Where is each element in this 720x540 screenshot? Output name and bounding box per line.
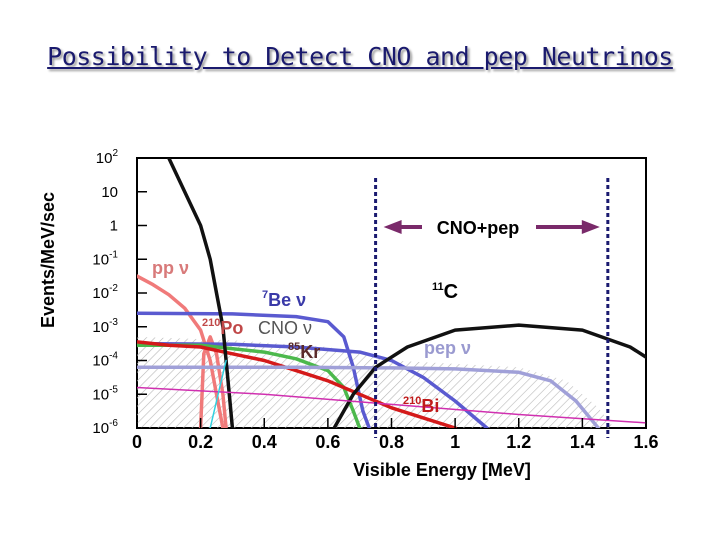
label-bi210: 210Bi xyxy=(403,395,439,416)
y-tick-label: 10-6 xyxy=(92,418,118,437)
y-tick-label: 10-1 xyxy=(92,249,118,268)
label-po210: 210Po xyxy=(202,317,243,338)
series-layer xyxy=(137,158,646,428)
y-tick-label: 10-2 xyxy=(92,283,118,302)
label-pp: pp ν xyxy=(152,258,189,278)
series-line-7 xyxy=(332,323,646,428)
x-tick-label: 0.4 xyxy=(252,432,277,452)
y-axis-label: Events/MeV/sec xyxy=(38,192,58,328)
x-tick-label: 1.4 xyxy=(570,432,595,452)
label-be7: 7Be ν xyxy=(262,289,306,310)
series-line-4 xyxy=(137,343,362,428)
label-kr85: 85Kr xyxy=(288,341,320,362)
y-tick-label: 10-3 xyxy=(92,317,118,336)
slide-title: Possibility to Detect CNO and pep Neutri… xyxy=(47,42,673,71)
series-line-0 xyxy=(137,274,225,428)
label-cno: CNO ν xyxy=(258,318,312,338)
y-tick-label: 10-4 xyxy=(92,351,118,370)
curve-labels: pp ν 7Be ν 210Po CNO ν 85Kr 11C pep ν 21… xyxy=(152,258,471,416)
x-tick-label: 1.6 xyxy=(633,432,658,452)
series-line-8 xyxy=(167,158,235,428)
window-arrowhead-left xyxy=(383,220,402,234)
window-arrowhead-right xyxy=(581,220,600,234)
series-line-9 xyxy=(137,386,646,424)
y-axis-ticks: 102 10 1 10-1 10-2 10-3 10-4 10-5 10-6 xyxy=(92,148,147,437)
x-axis-ticks: 0 0.2 0.4 0.6 0.8 1 1.2 1.4 1.6 xyxy=(132,418,659,452)
y-tick-label: 10 xyxy=(101,184,118,201)
series-line-1 xyxy=(137,311,371,428)
x-tick-label: 0.8 xyxy=(379,432,404,452)
window-label: CNO+pep xyxy=(437,218,520,238)
label-pep: pep ν xyxy=(424,338,471,358)
series-line-6 xyxy=(137,365,601,428)
plot-area xyxy=(136,157,647,429)
y-tick-label: 10-5 xyxy=(92,384,118,403)
label-c11: 11C xyxy=(432,281,458,303)
x-axis-label: Visible Energy [MeV] xyxy=(353,460,531,480)
series-line-10 xyxy=(209,359,227,428)
x-tick-label: 0.2 xyxy=(188,432,213,452)
x-tick-label: 0 xyxy=(132,432,142,452)
x-tick-label: 1.2 xyxy=(506,432,531,452)
x-tick-label: 1 xyxy=(450,432,460,452)
y-tick-label: 1 xyxy=(110,218,118,235)
series-line-5 xyxy=(137,340,457,428)
x-tick-label: 0.6 xyxy=(315,432,340,452)
y-tick-label: 102 xyxy=(96,148,119,167)
